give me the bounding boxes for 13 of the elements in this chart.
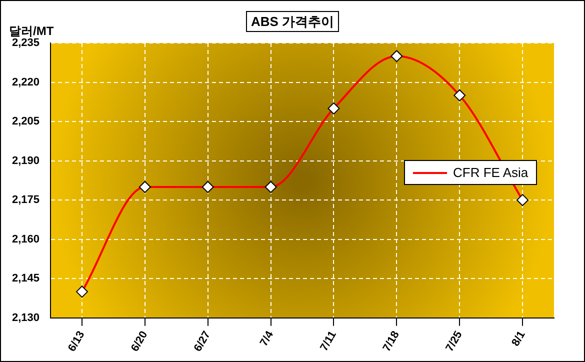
chart-title: ABS 가격추이 — [246, 11, 340, 32]
x-tick-label: 7/4 — [258, 328, 276, 348]
x-tick-label: 8/1 — [510, 329, 528, 348]
y-tick-label: 2,145 — [12, 272, 40, 285]
y-tick-label: 2,205 — [12, 116, 40, 128]
y-tick-label: 2,235 — [12, 37, 40, 50]
y-tick-label: 2,190 — [12, 154, 40, 167]
legend-label: CFR FE Asia — [453, 165, 528, 180]
y-tick-label: 2,130 — [12, 312, 40, 324]
y-tick-label: 2,175 — [12, 194, 40, 206]
y-tick-label: 2,160 — [12, 233, 40, 246]
y-tick-label: 2,220 — [12, 76, 40, 88]
y-axis-title: 달러/MT — [9, 23, 54, 38]
